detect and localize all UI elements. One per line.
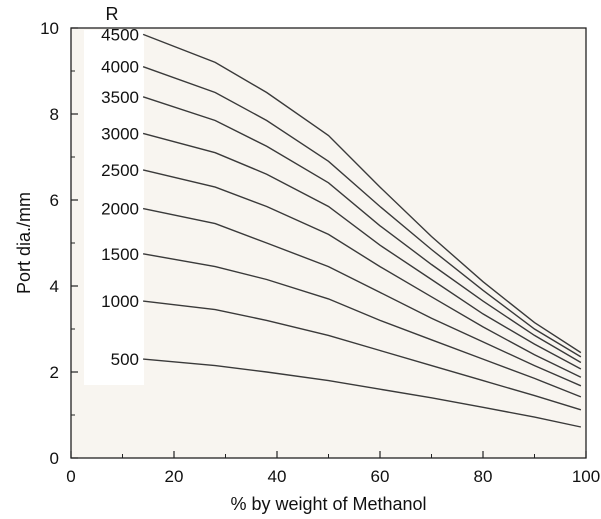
series-line-1500: [142, 253, 582, 398]
curves: [142, 33, 582, 428]
x-tick-label: 60: [371, 467, 390, 486]
y-tick-label: 10: [40, 19, 59, 38]
legend-title: R: [106, 4, 119, 24]
series-line-3000: [142, 132, 582, 370]
y-tick-label: 2: [50, 363, 59, 382]
x-tick-label: 40: [268, 467, 287, 486]
series-label-500: 500: [111, 350, 139, 369]
series-label-2500: 2500: [101, 161, 139, 180]
series-label-1000: 1000: [101, 292, 139, 311]
x-axis-ticks: 0 20 40 60 80 100: [66, 451, 600, 486]
curve-labels: 500 1000 1500 2000 2500 3000 3500 4000 4500: [101, 25, 139, 369]
x-axis-title: % by weight of Methanol: [230, 494, 426, 514]
series-label-2000: 2000: [101, 200, 139, 219]
y-tick-label: 4: [50, 277, 59, 296]
y-tick-label: 0: [50, 449, 59, 468]
x-tick-label: 20: [165, 467, 184, 486]
series-label-3000: 3000: [101, 124, 139, 143]
series-label-3500: 3500: [101, 88, 139, 107]
series-line-2500: [142, 169, 582, 378]
series-line-500: [143, 358, 582, 428]
series-label-4500: 4500: [101, 25, 139, 44]
series-label-1500: 1500: [101, 245, 139, 264]
y-tick-label: 8: [50, 105, 59, 124]
series-line-4500: [142, 33, 582, 354]
y-axis-ticks: 0 2 4 6 8 10: [40, 19, 78, 468]
curve-label-panel: [84, 30, 144, 385]
y-axis-title: Port dia./mm: [14, 192, 34, 294]
series-line-2000: [142, 207, 582, 387]
plot-area: [71, 28, 586, 458]
x-tick-label: 80: [474, 467, 493, 486]
y-tick-label: 6: [50, 191, 59, 210]
x-tick-label: 0: [66, 467, 75, 486]
series-line-4000: [142, 66, 582, 358]
series-label-4000: 4000: [101, 58, 139, 77]
series-line-3500: [142, 96, 582, 364]
series-line-1000: [143, 300, 582, 411]
x-tick-label: 100: [572, 467, 600, 486]
